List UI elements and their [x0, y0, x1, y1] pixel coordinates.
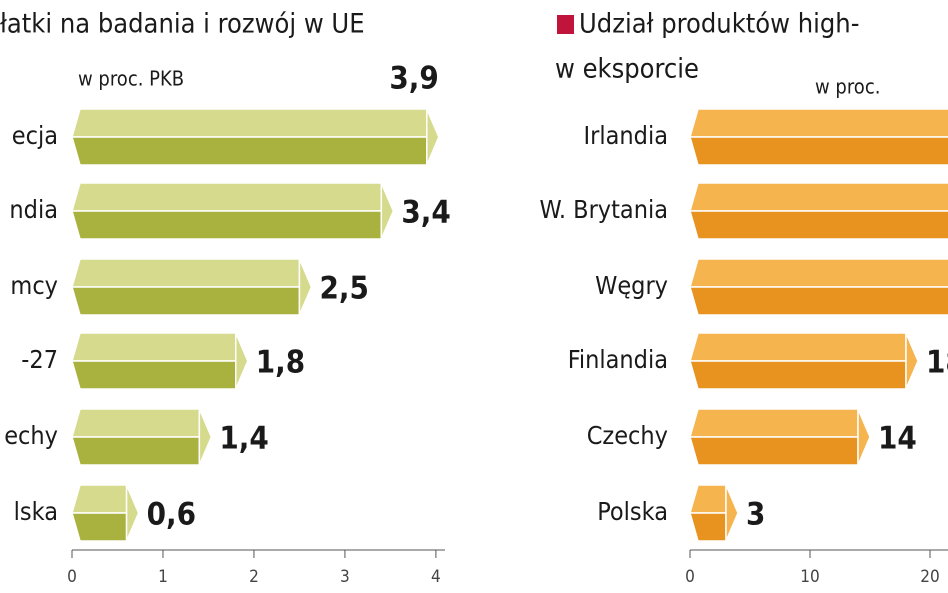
- category-label: Finlandia: [568, 345, 668, 374]
- bar: [689, 258, 948, 316]
- x-tick-label: 10: [800, 567, 819, 587]
- chart-title: łatki na badania i rozwój w UE: [0, 9, 365, 40]
- category-label: Węgry: [595, 271, 668, 300]
- bar: [71, 484, 140, 542]
- x-tick-label: 3: [340, 567, 350, 587]
- category-label: ndia: [9, 195, 58, 224]
- value-label: 1,4: [219, 421, 268, 457]
- value-label: 14: [878, 421, 917, 457]
- category-label: mcy: [10, 271, 58, 300]
- bar: [71, 182, 395, 240]
- value-label: 1,8: [256, 345, 305, 381]
- value-label: 3: [746, 497, 765, 533]
- x-tick-label: 2: [249, 567, 259, 587]
- bar: [71, 332, 249, 390]
- category-label: lska: [14, 497, 58, 526]
- bar: [689, 408, 871, 466]
- bar: [689, 182, 948, 240]
- title-marker: [557, 15, 574, 34]
- x-tick-label: 20: [920, 567, 939, 587]
- value-label: 2,5: [319, 271, 368, 307]
- category-label: ecja: [12, 121, 58, 150]
- bar: [71, 108, 440, 166]
- category-label: Czechy: [587, 421, 668, 450]
- x-tick-label: 1: [158, 567, 168, 587]
- x-tick-label: 0: [67, 567, 77, 587]
- bar: [71, 408, 213, 466]
- chart-title: Udział produktów high-: [579, 9, 859, 40]
- category-label: -27: [21, 345, 58, 374]
- x-tick-label: 4: [431, 567, 441, 587]
- value-label: 3,4: [401, 195, 450, 231]
- unit-label: w proc.: [815, 75, 880, 99]
- value-label: 18: [926, 345, 948, 381]
- unit-label: w proc. PKB: [78, 67, 184, 91]
- chart-subtitle: w eksporcie: [555, 54, 699, 85]
- bar: [689, 332, 919, 390]
- value-label: 0,6: [147, 497, 196, 533]
- value-label: 3,9: [389, 61, 438, 97]
- category-label: Polska: [597, 497, 668, 526]
- category-label: W. Brytania: [539, 195, 668, 224]
- x-tick-label: 0: [685, 567, 695, 587]
- category-label: echy: [4, 421, 58, 450]
- category-label: Irlandia: [584, 121, 668, 150]
- bar: [689, 484, 739, 542]
- bar: [71, 258, 313, 316]
- bar: [689, 108, 948, 166]
